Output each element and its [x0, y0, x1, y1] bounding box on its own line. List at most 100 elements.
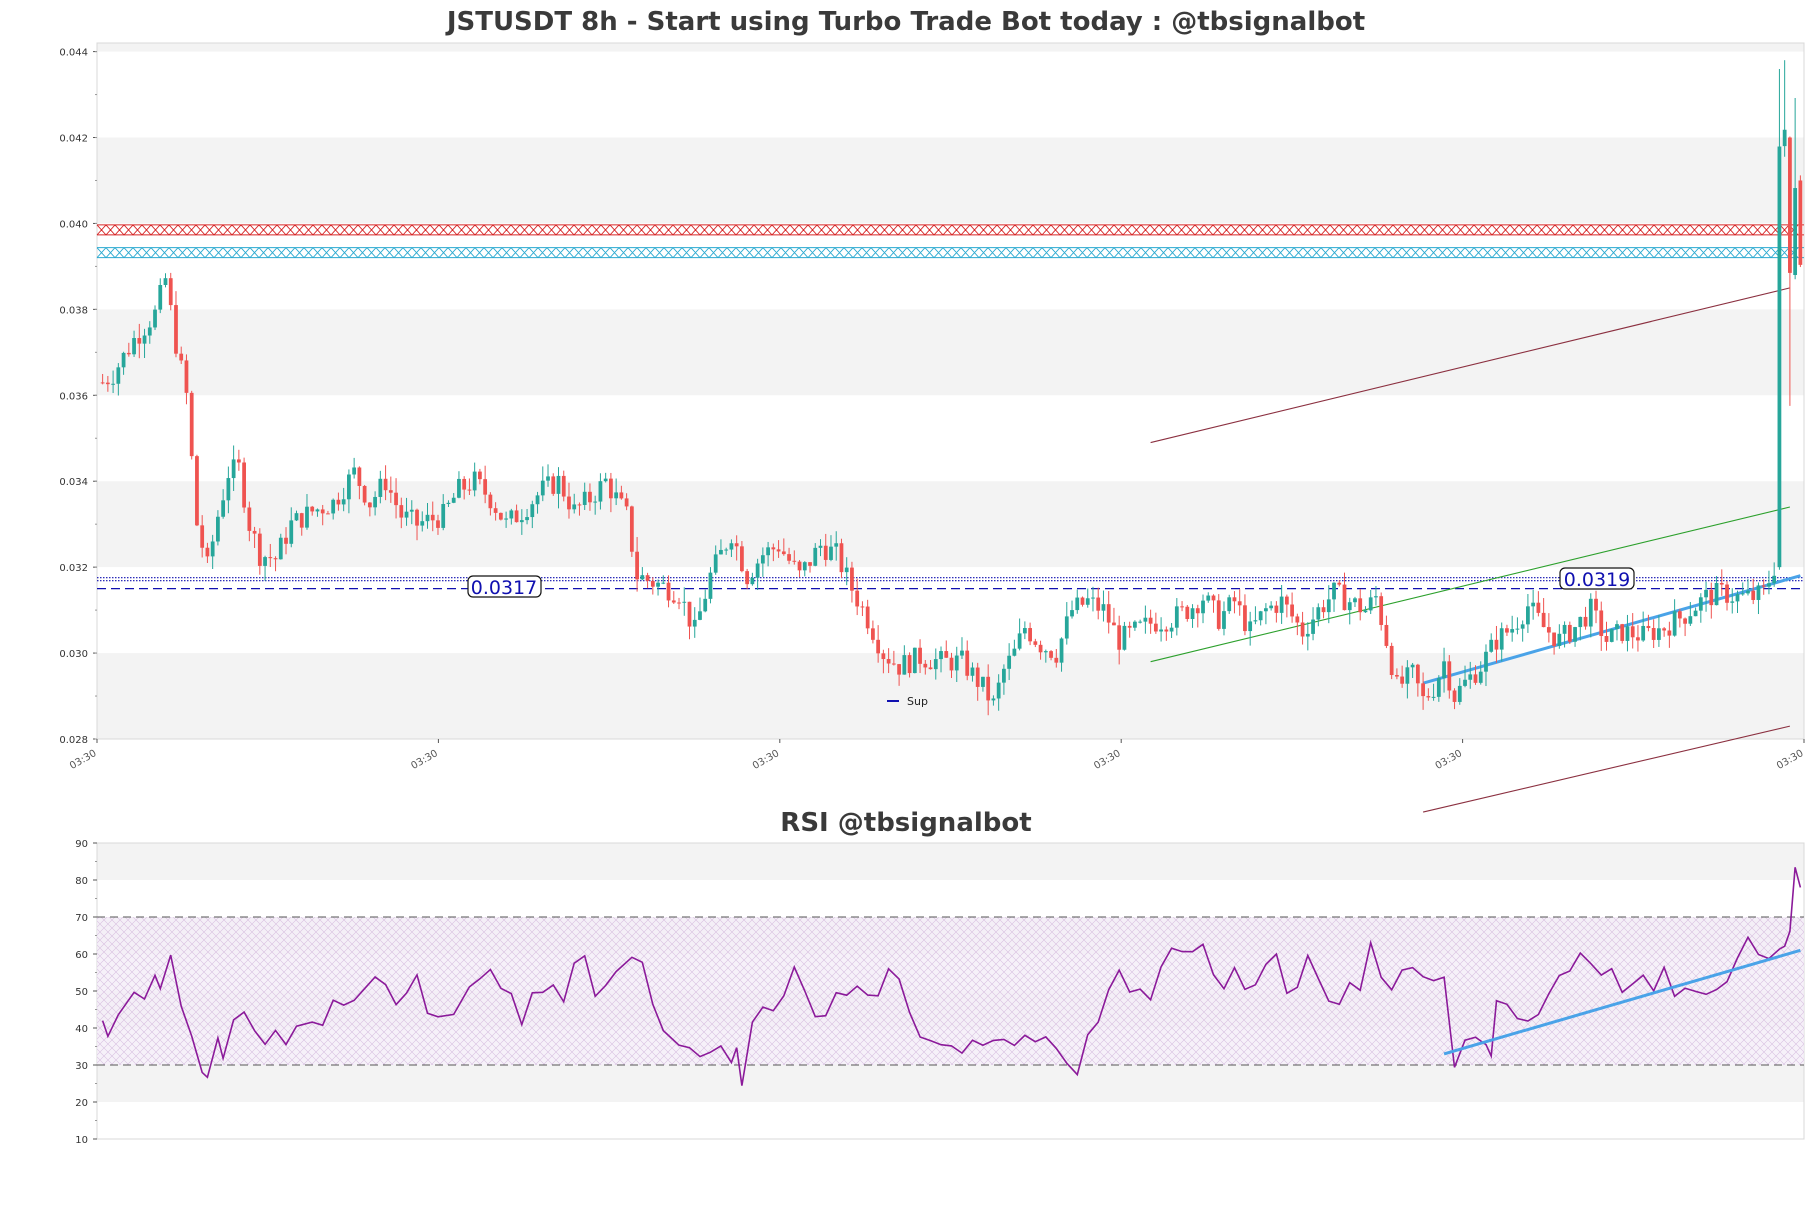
candle [1353, 596, 1357, 608]
candle [1148, 609, 1153, 634]
candle [441, 494, 446, 531]
candle [1515, 617, 1520, 635]
candle [1478, 661, 1483, 685]
candle [1169, 623, 1174, 638]
candle-body [1311, 619, 1315, 634]
candle [1049, 650, 1053, 661]
candle-body [588, 491, 592, 503]
candle [1688, 602, 1693, 626]
candle-body [383, 478, 388, 491]
candle [1164, 626, 1169, 641]
candle-body [179, 353, 184, 361]
candle-body [1410, 664, 1415, 668]
candle [1520, 620, 1525, 642]
candle [105, 375, 110, 392]
candle [472, 462, 477, 497]
candle-body [603, 478, 608, 482]
candle-body [105, 382, 110, 385]
candle [928, 660, 933, 670]
candle [1337, 580, 1342, 587]
candle-body [1206, 595, 1211, 601]
candle-body [1704, 589, 1708, 598]
candle-body [1473, 674, 1478, 683]
candle-body [986, 676, 991, 701]
candle-body [740, 546, 744, 572]
candle-body [860, 606, 865, 608]
candle-body [121, 352, 126, 368]
candle-body [1180, 606, 1184, 608]
candle-body [787, 554, 791, 561]
price-y-tick-label: 0.034 [59, 477, 88, 488]
candle [488, 492, 493, 516]
candle [236, 449, 241, 471]
candle-body [257, 533, 262, 566]
candle [981, 676, 985, 692]
candle-body [734, 543, 739, 547]
candle [1657, 614, 1661, 647]
candle [850, 561, 854, 603]
candle-body [210, 541, 215, 557]
candle [1311, 607, 1315, 641]
candle [1751, 578, 1756, 605]
support-levels [97, 577, 1804, 590]
candle-body [1237, 601, 1242, 606]
candle [153, 305, 157, 331]
candle-body [1002, 668, 1006, 683]
candle-body [1405, 667, 1410, 684]
candle [797, 560, 802, 578]
candle [147, 321, 152, 344]
candle-body [834, 543, 839, 547]
candle-body [1379, 596, 1384, 625]
candle [572, 493, 577, 514]
candle [902, 645, 907, 675]
candle [1038, 640, 1043, 660]
candle-body [692, 619, 697, 627]
candle-body [881, 653, 886, 660]
candle [975, 662, 980, 701]
candle-body [519, 520, 524, 523]
candle-body [687, 601, 692, 627]
candle-body [1190, 608, 1195, 620]
candle-body [415, 509, 419, 526]
candle [1332, 582, 1336, 612]
candle [1389, 642, 1394, 680]
candle-body [939, 651, 943, 660]
candle-body [750, 577, 755, 585]
candle-body [1793, 188, 1798, 275]
rsi-line [101, 867, 1802, 1086]
candle [1557, 624, 1562, 649]
candle [1651, 619, 1656, 649]
candle-body [949, 657, 954, 671]
candle [252, 526, 257, 548]
candle [121, 351, 126, 375]
candle-body [1588, 598, 1593, 627]
candle [1216, 594, 1221, 631]
candle [1594, 590, 1598, 624]
candle [1599, 601, 1604, 651]
candle-body [478, 471, 482, 480]
candle-body [850, 567, 854, 591]
candle-body [409, 509, 414, 512]
candle [362, 484, 367, 506]
candle [278, 533, 283, 560]
resistance-levels [96, 224, 1804, 259]
candle [1248, 611, 1253, 646]
candle-body [897, 664, 901, 675]
candle [242, 457, 246, 513]
candle-body [755, 563, 760, 578]
candle [1463, 665, 1467, 688]
candle [1415, 663, 1420, 697]
candle-body [656, 582, 660, 587]
candle [1573, 626, 1577, 647]
candle [1772, 562, 1777, 587]
price-tag-left-label: 0.0317 [471, 577, 537, 599]
candle [1305, 622, 1310, 651]
candle [378, 470, 383, 504]
candle [163, 273, 168, 288]
candle-body [1641, 625, 1646, 641]
candle [1683, 617, 1687, 637]
candle-body [771, 547, 776, 550]
rsi-series [101, 867, 1802, 1086]
candle [1630, 613, 1635, 649]
